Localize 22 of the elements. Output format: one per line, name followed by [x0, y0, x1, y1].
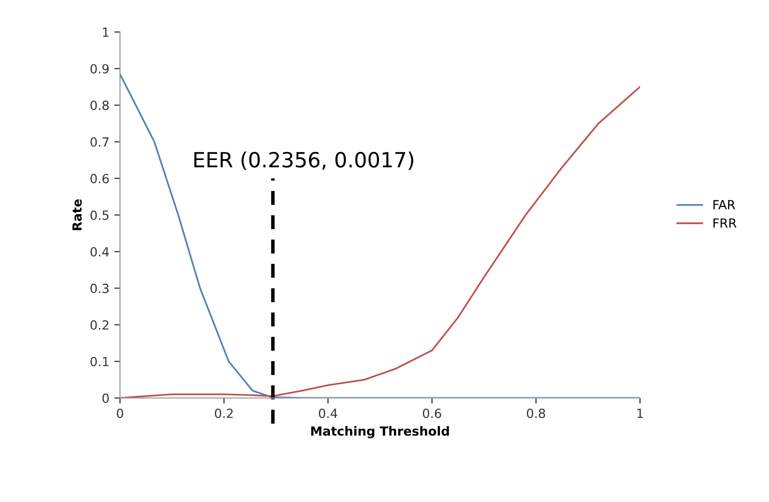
x-axis-title: Matching Threshold — [311, 426, 449, 438]
y-tick-label: 0.4 — [90, 247, 109, 257]
x-tick-label: 0.4 — [318, 408, 338, 418]
y-tick-label: 0.1 — [90, 356, 108, 366]
y-axis-title: Rate — [72, 199, 82, 230]
y-tick-label: 0.7 — [90, 137, 109, 147]
legend-label: FRR — [713, 218, 736, 228]
x-tick-label: 0.2 — [214, 408, 233, 418]
x-tick-label: 0.6 — [422, 408, 442, 418]
x-tick-label: 0.8 — [526, 408, 546, 418]
y-tick-label: 0.9 — [90, 64, 109, 74]
x-tick-label: 1 — [637, 408, 643, 418]
y-tick-label: 0.6 — [90, 174, 109, 184]
y-tick-label: 1 — [103, 28, 108, 37]
y-tick-label: 0 — [102, 393, 109, 403]
legend-label: FAR — [713, 200, 736, 210]
y-tick-label: 0.2 — [90, 320, 108, 330]
x-tick-label: 0 — [116, 408, 124, 418]
y-tick-label: 0.5 — [90, 210, 108, 220]
y-tick-label: 0.3 — [90, 284, 109, 294]
y-tick-label: 0.8 — [90, 100, 109, 110]
annotation: EER (0.2356, 0.0017) — [194, 151, 414, 170]
